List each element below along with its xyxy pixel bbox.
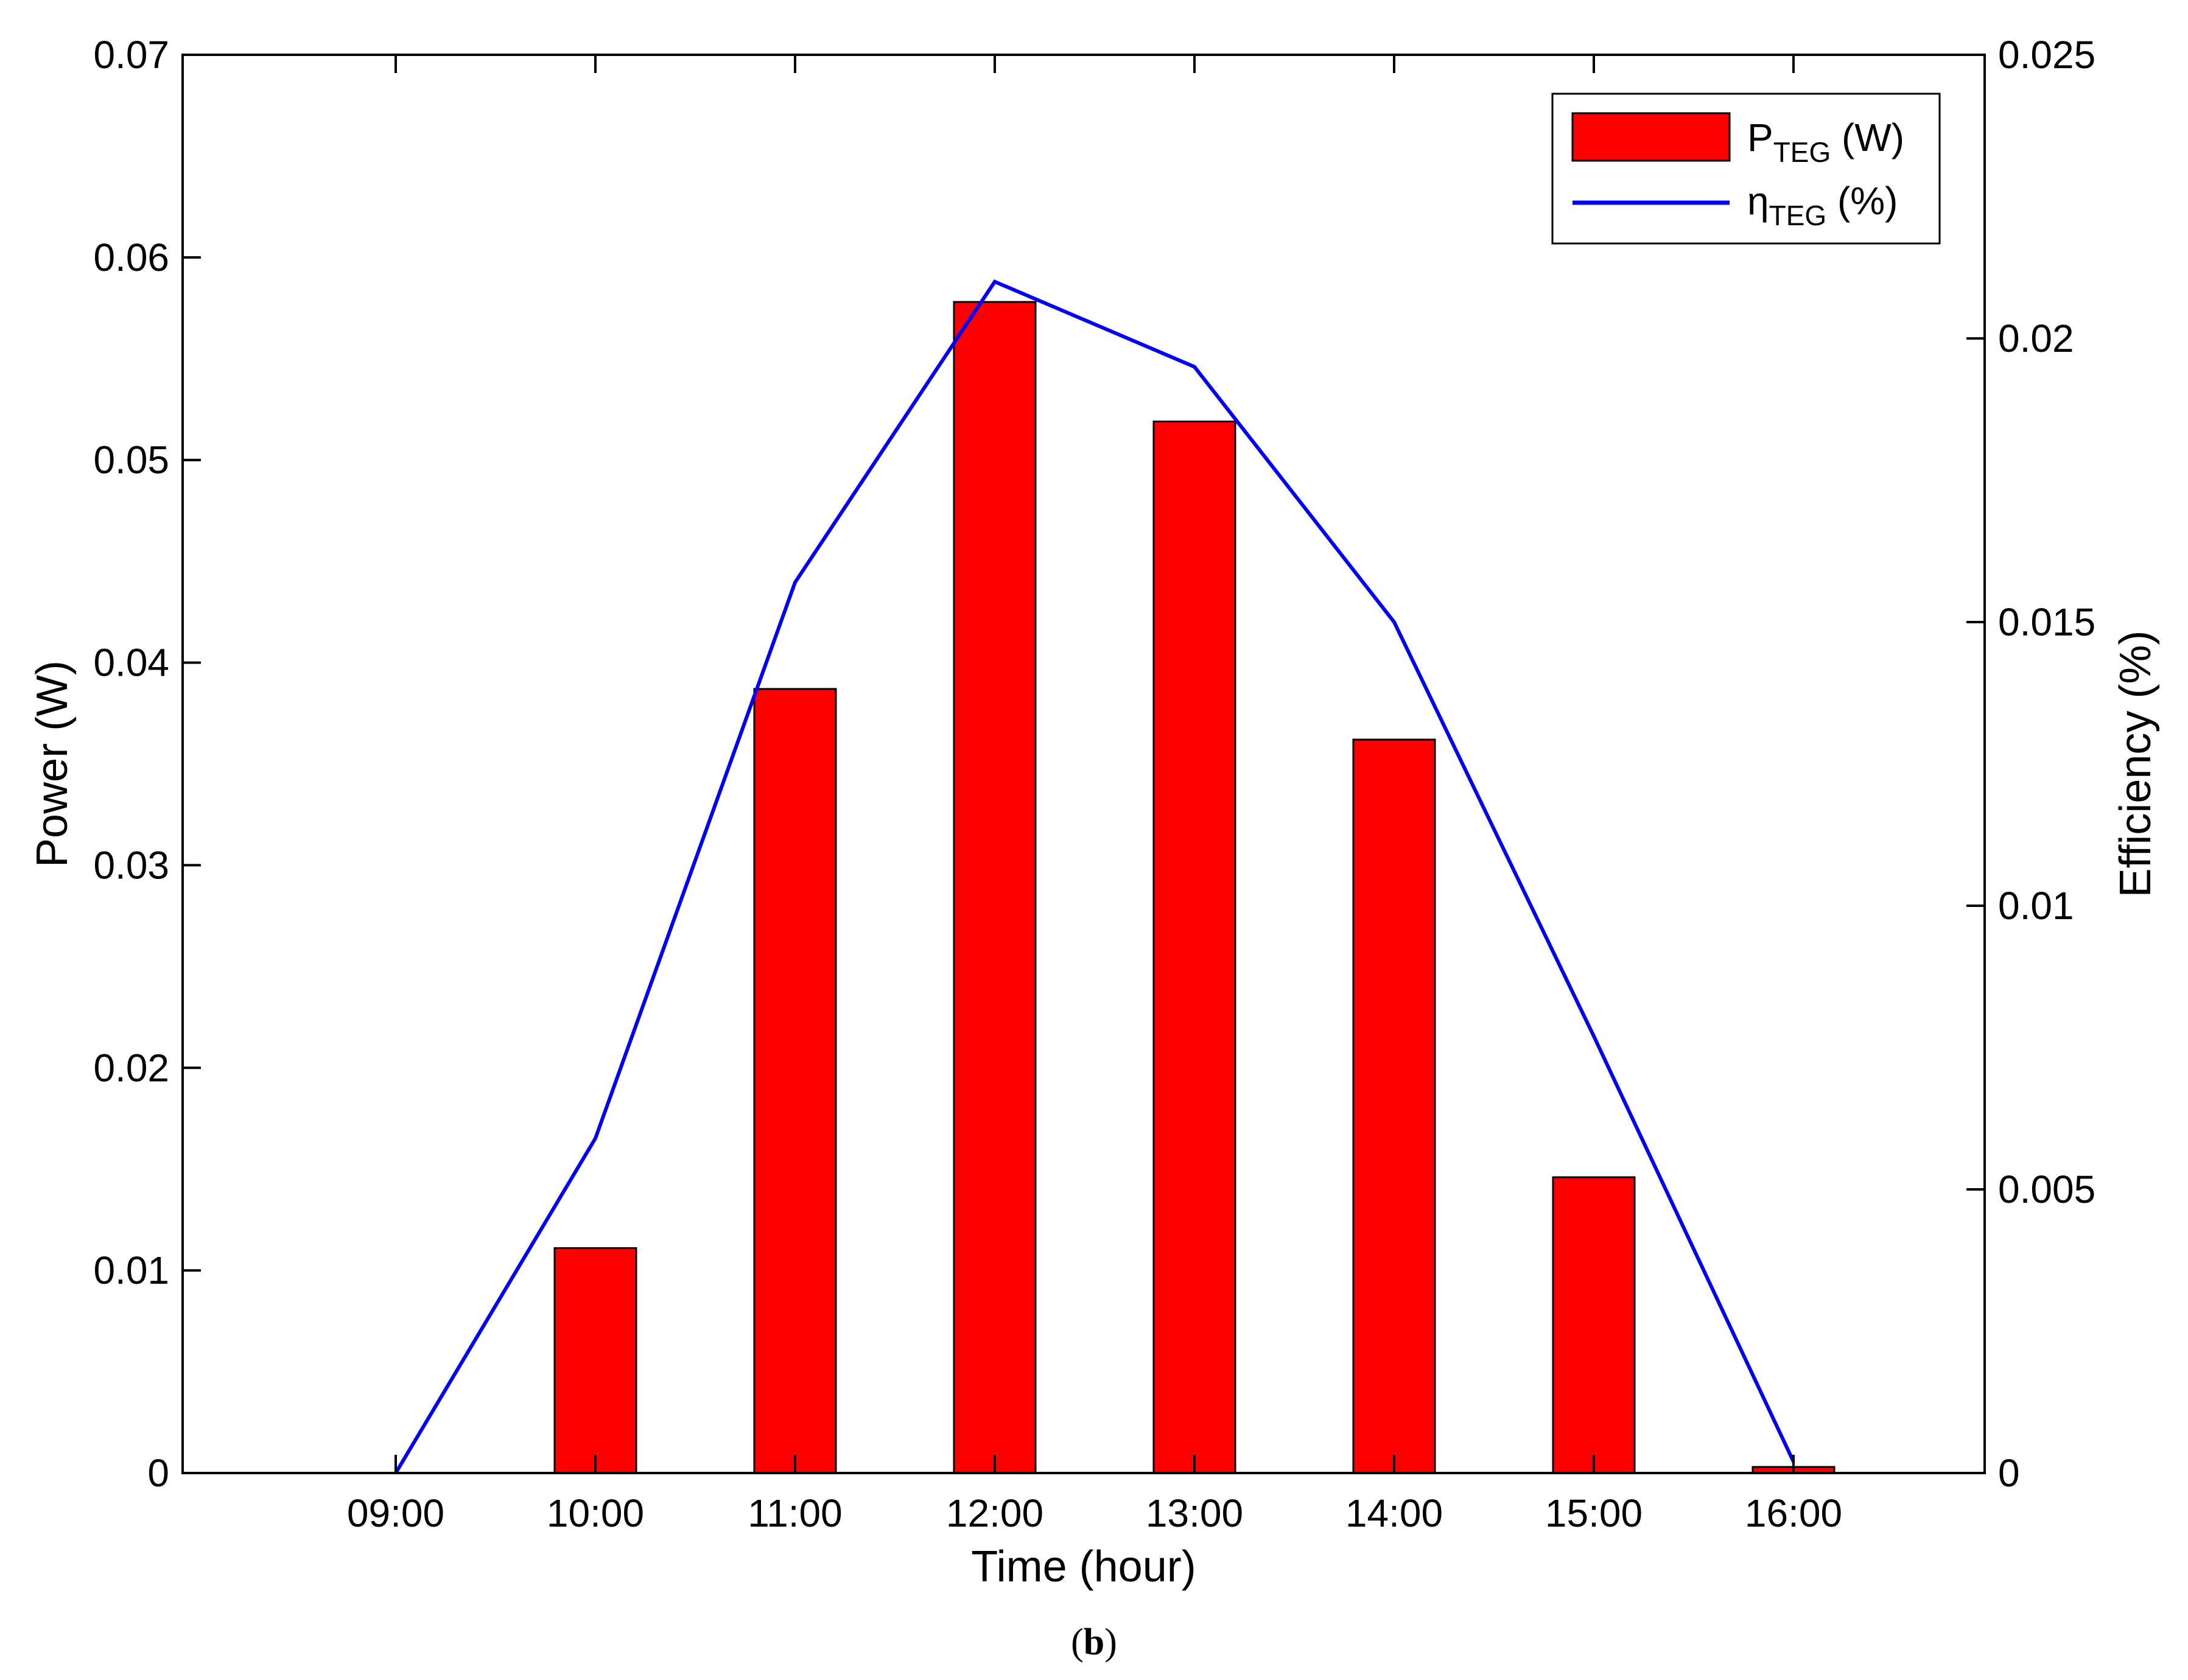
axes-layer: 0 0.01 0.02 0.03 0.04 0.05 0.06 0.07 0 0.005 0.01 0…: [93, 33, 2095, 1535]
efficiency-point-14:00: [1394, 621, 1395, 623]
y2-axis-label: Efficiency (%): [2111, 631, 2160, 898]
plot-frame: [181, 54, 1986, 1474]
x-tick-label: 15:00: [1545, 1491, 1643, 1535]
y2-tick-label: 0.01: [1998, 884, 2074, 928]
bars-layer: [553, 301, 1836, 1474]
efficiency-line: [394, 279, 1795, 1474]
x-tick-label: 10:00: [547, 1491, 644, 1535]
y2-tick-label: 0: [1998, 1451, 2020, 1495]
bar-11:00: [753, 688, 837, 1474]
y2-tick-label: 0.025: [1998, 33, 2095, 77]
y-tick-label: 0.01: [93, 1248, 169, 1292]
y-tick-label: 0.02: [93, 1046, 169, 1090]
y2-tick-label: 0.015: [1998, 600, 2095, 644]
y2-tick-label: 0.005: [1998, 1167, 2095, 1211]
x-tick-label: 14:00: [1345, 1491, 1443, 1535]
bar-14:00: [1352, 738, 1436, 1474]
x-axis-label: Time (hour): [971, 1542, 1196, 1591]
y-tick-label: 0.03: [93, 843, 169, 887]
figure-caption: (b): [1071, 1622, 1117, 1663]
efficiency-point-13:00: [1194, 366, 1195, 368]
y-tick-label: 0.05: [93, 438, 169, 482]
legend: PTEG (W) ηTEG (%): [1551, 93, 1941, 245]
y-axis-label: Power (W): [28, 660, 77, 867]
y-tick-label: 0.06: [93, 236, 169, 279]
x-tick-label: 13:00: [1146, 1491, 1243, 1535]
efficiency-point-10:00: [595, 1138, 596, 1139]
y2-tick-label: 0.02: [1998, 317, 2074, 360]
y-tick-label: 0: [147, 1451, 169, 1495]
bar-15:00: [1552, 1176, 1636, 1474]
bar-10:00: [553, 1247, 637, 1474]
x-tick-label: 12:00: [946, 1491, 1043, 1535]
bar-13:00: [1152, 420, 1236, 1474]
x-tick-label: 09:00: [347, 1491, 444, 1535]
legend-swatch-power: [1571, 112, 1731, 162]
legend-label-power: PTEG (W): [1747, 116, 1904, 168]
efficiency-point-11:00: [794, 582, 796, 583]
y-tick-label: 0.04: [93, 641, 169, 685]
bar-12:00: [953, 301, 1037, 1474]
x-tick-label: 11:00: [748, 1491, 842, 1535]
x-tick-label: 16:00: [1745, 1491, 1842, 1535]
y-tick-label: 0.07: [93, 33, 169, 77]
line-layer: [394, 279, 1795, 1474]
legend-label-efficiency: ηTEG (%): [1747, 179, 1898, 231]
